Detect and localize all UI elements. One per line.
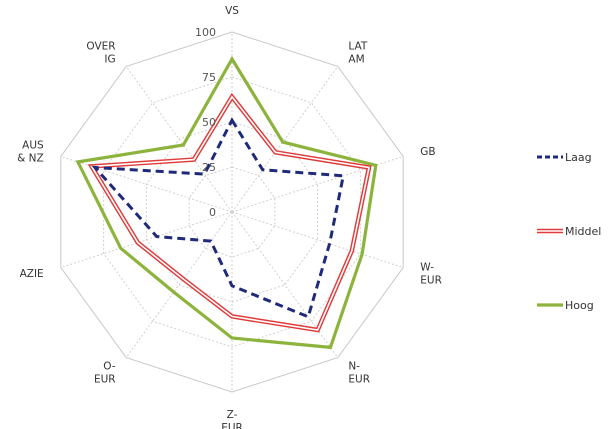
- spoke-4: [231, 211, 339, 358]
- category-label-0: VS: [225, 5, 239, 17]
- series-layer: [75, 55, 378, 350]
- tick-label-0: 0: [209, 206, 216, 219]
- legend-item-middel: Middel: [537, 225, 601, 238]
- grid-ring-75: [103, 76, 361, 348]
- tick-label-75: 75: [202, 71, 216, 84]
- spoke-2: [231, 155, 404, 213]
- spoke-3: [231, 211, 404, 269]
- series-line-hoog: [75, 55, 378, 350]
- series-middel: [87, 92, 372, 333]
- legend-item-laag: Laag: [537, 151, 592, 164]
- category-label-8: AUS & NZ: [17, 139, 44, 164]
- legend-label-hoog: Hoog: [565, 299, 594, 312]
- series-laag: [91, 117, 346, 319]
- grid-ring-50: [145, 121, 319, 303]
- category-label-3: W-EUR: [420, 262, 442, 287]
- radar-grid: [60, 31, 404, 393]
- category-label-2: GB: [420, 146, 435, 158]
- series-line-inner-middel: [90, 95, 370, 331]
- legend: Laag Middel Hoog: [537, 151, 601, 312]
- tick-labels: 0 25 50 75 100: [195, 26, 216, 219]
- category-label-9: OVER IG: [86, 40, 115, 65]
- series-line-laag: [91, 117, 346, 319]
- spoke-6: [125, 211, 233, 358]
- category-label-7: AZIE: [20, 268, 44, 280]
- legend-label-laag: Laag: [565, 151, 592, 164]
- category-label-4: N-EUR: [348, 361, 370, 386]
- spoke-1: [231, 66, 339, 213]
- tick-label-25: 25: [202, 161, 216, 174]
- legend-item-hoog: Hoog: [537, 299, 594, 312]
- category-label-6: O-EUR: [94, 361, 116, 386]
- tick-label-100: 100: [195, 26, 216, 39]
- legend-label-middel: Middel: [565, 225, 601, 238]
- spoke-9: [125, 66, 233, 213]
- category-labels: VS LAT AM GB W-EUR N-EUR Z-EUR O-EUR AZIE AUS & NZ…: [17, 5, 442, 429]
- series-hoog: [75, 55, 378, 350]
- grid-ring-100: [60, 31, 404, 393]
- category-label-5: Z-EUR: [221, 409, 243, 429]
- tick-label-50: 50: [202, 116, 216, 129]
- category-label-1: LAT AM: [348, 40, 367, 65]
